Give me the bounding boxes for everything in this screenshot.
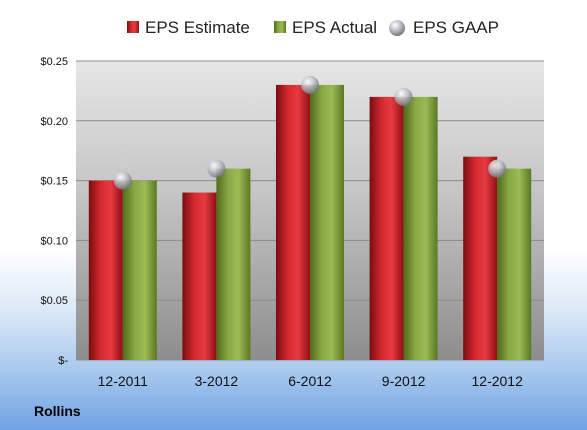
legend-label-estimate: EPS Estimate [145,18,250,37]
legend: EPS Estimate EPS Actual EPS GAAP [127,18,499,37]
y-tick-label: $0.10 [40,235,68,247]
legend-label-gaap: EPS GAAP [413,18,499,37]
gaap-marker [301,75,319,94]
bar-actual [310,84,344,361]
y-tick-label: $0.15 [40,176,68,188]
gaap-marker [488,159,507,178]
bar-actual [497,168,532,360]
bars [88,84,532,361]
legend-marker-gaap [389,20,405,36]
bar-estimate [182,192,217,360]
y-tick-label: $0.25 [40,56,68,68]
x-category-label: 12-2011 [98,373,149,389]
legend-swatch-estimate [127,21,139,33]
bar-estimate [369,96,404,360]
gaap-marker [207,159,226,178]
gaap-markers [113,75,507,190]
x-category-label: 12-2012 [472,373,524,389]
bar-actual [216,168,251,360]
x-category-label: 3-2012 [195,373,239,389]
legend-label-actual: EPS Actual [292,18,377,37]
x-axis-labels: 12-2011 3-2012 6-2012 9-2012 12-2012 [98,373,523,389]
legend-swatch-actual [274,21,286,33]
y-tick-label: $0.20 [40,116,68,128]
bar-estimate [276,84,310,361]
x-category-label: 6-2012 [288,373,332,389]
gaap-marker [394,87,413,106]
bar-estimate [463,156,498,360]
y-tick-label: $0.05 [40,295,68,307]
gaap-marker [113,171,132,190]
company-name: Rollins [34,403,81,419]
x-category-label: 9-2012 [382,373,426,389]
y-axis-ticks: $- $0.05 $0.10 $0.15 $0.20 $0.25 [40,56,68,367]
bar-actual [122,180,157,360]
bar-estimate [88,180,123,360]
bar-actual [403,96,438,360]
y-tick-label: $- [58,355,68,367]
